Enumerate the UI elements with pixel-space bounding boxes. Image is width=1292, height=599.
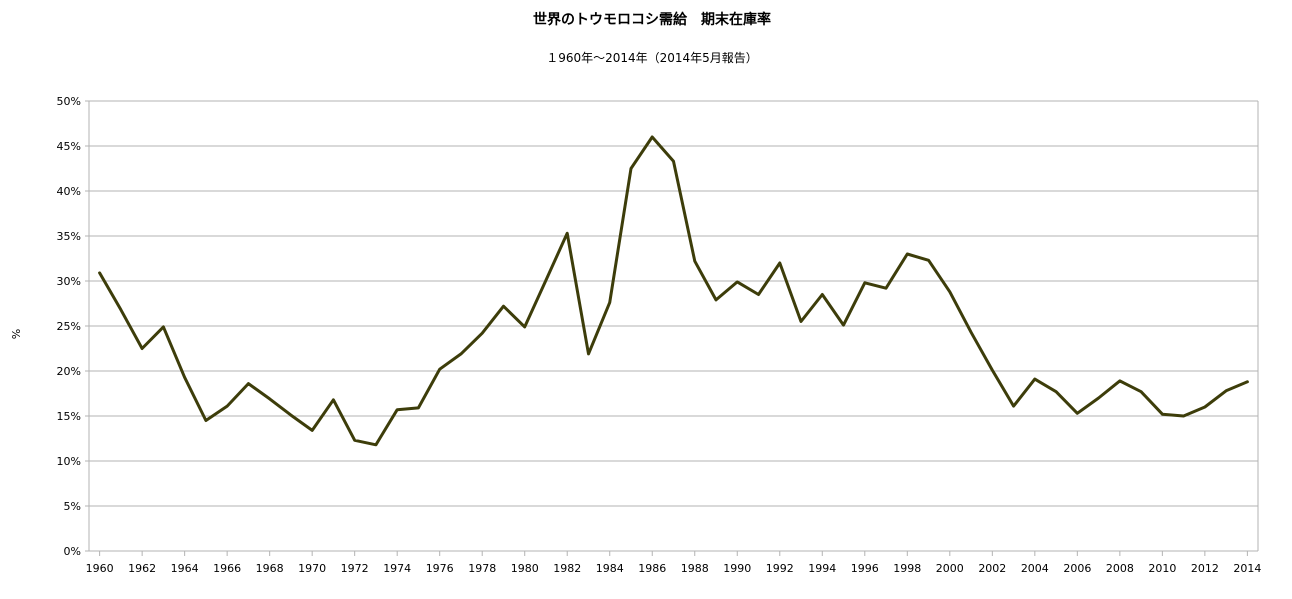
y-tick-label: 10% (57, 455, 81, 468)
x-tick-label: 1984 (596, 562, 624, 575)
x-tick-label: 1990 (723, 562, 751, 575)
y-tick-labels: 0% 5% 10% 15% 20% 25% 30% 35% 40% 45% 50% (57, 95, 81, 558)
x-tick-label: 1976 (426, 562, 454, 575)
y-tick-label: 40% (57, 185, 81, 198)
x-tick-label: 1998 (893, 562, 921, 575)
x-tick-label: 1966 (213, 562, 241, 575)
x-tick-label: 2008 (1106, 562, 1134, 575)
x-tick-label: 1994 (808, 562, 836, 575)
series-line (98, 135, 1249, 447)
x-tick-label: 2010 (1148, 562, 1176, 575)
y-tick-label: 20% (57, 365, 81, 378)
y-tick-label: 5% (64, 500, 81, 513)
y-tick-label: 35% (57, 230, 81, 243)
chart-title: 世界のトウモロコシ需給 期末在庫率 (533, 11, 771, 28)
x-tick-label: 2014 (1233, 562, 1261, 575)
axes (88, 101, 1259, 552)
y-axis-label: % (10, 329, 23, 339)
y-tick-label: 25% (57, 320, 81, 333)
x-tick-label: 1972 (341, 562, 369, 575)
x-tick-label: 1960 (86, 562, 114, 575)
y-tick-label: 30% (57, 275, 81, 288)
x-tick-label: 1992 (766, 562, 794, 575)
x-tick-label: 1982 (553, 562, 581, 575)
x-tick-label: 1974 (383, 562, 411, 575)
x-tick-label: 2006 (1063, 562, 1091, 575)
x-tick-label: 2012 (1191, 562, 1219, 575)
x-tick-label: 1986 (638, 562, 666, 575)
grid-lines (85, 100, 1258, 552)
x-tick-label: 2000 (936, 562, 964, 575)
chart-subtitle: １960年～2014年（2014年5月報告） (546, 51, 758, 65)
x-tick-label: 1988 (681, 562, 709, 575)
x-tick-label: 1996 (851, 562, 879, 575)
y-tick-label: 45% (57, 140, 81, 153)
x-tick-label: 1964 (171, 562, 199, 575)
x-tick-label: 1970 (298, 562, 326, 575)
series-group (98, 135, 1249, 447)
x-tick-label: 1962 (128, 562, 156, 575)
x-tick-label: 2002 (978, 562, 1006, 575)
x-tick-label: 2004 (1021, 562, 1049, 575)
x-tick-label: 1980 (511, 562, 539, 575)
x-tick-label: 1968 (256, 562, 284, 575)
y-tick-label: 15% (57, 410, 81, 423)
y-tick-label: 0% (64, 545, 81, 558)
x-tick-labels: 1960 1962 1964 1966 1968 1970 1972 1974 1976 1978… (86, 551, 1261, 575)
y-tick-label: 50% (57, 95, 81, 108)
x-tick-label: 1978 (468, 562, 496, 575)
